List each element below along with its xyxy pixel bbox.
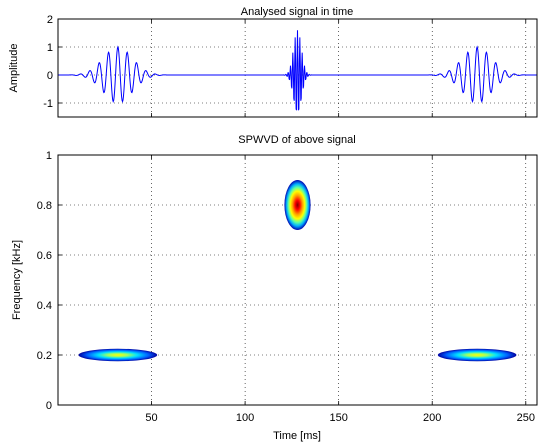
signal-y-axis-label: Amplitude: [8, 44, 20, 93]
spwvd-y-tick-label: 0.2: [37, 350, 52, 362]
signal-y-tick-label: -1: [43, 98, 53, 110]
spwvd-y-tick-label: 0: [46, 400, 52, 412]
spwvd-y-tick-label: 1: [46, 150, 52, 162]
signal-grid: [58, 18, 537, 117]
spwvd-axes-frame: [57, 154, 538, 406]
spwvd-grid: [58, 154, 537, 406]
spwvd-x-tick-label: 150: [329, 412, 347, 424]
signal-title: Analysed signal in time: [241, 6, 354, 18]
spwvd-energy-blob: [78, 348, 158, 362]
spwvd-energy-blob: [284, 180, 311, 230]
spwvd-x-tick-label: 50: [145, 412, 157, 424]
spwvd-y-tick-label: 0.6: [37, 250, 52, 262]
spwvd-x-tick-label: 200: [423, 412, 441, 424]
spwvd-energy-blobs: [78, 180, 517, 362]
spwvd-title: SPWVD of above signal: [238, 134, 355, 146]
spwvd-x-tick-label: 100: [236, 412, 254, 424]
signal-line: [58, 30, 537, 111]
signal-axes: Analysed signal in time 2 1 0 -1 Amplitude: [8, 6, 538, 118]
spwvd-y-axis-label: Frequency [kHz]: [11, 240, 23, 320]
spwvd-y-ticks: 0 0.2 0.4 0.6 0.8 1: [37, 150, 62, 412]
signal-y-tick-label: 2: [47, 14, 53, 26]
signal-y-tick-label: 1: [47, 42, 53, 54]
signal-axes-frame: [57, 18, 538, 118]
spwvd-x-tick-label: 250: [517, 412, 535, 424]
spwvd-axes: SPWVD of above signal 0 0.2 0.4 0.6 0.8 1 50 1…: [11, 134, 538, 442]
signal-y-tick-label: 0: [47, 70, 53, 82]
spwvd-energy-blob: [437, 348, 517, 362]
spwvd-x-axis-label: Time [ms]: [273, 430, 321, 442]
spwvd-y-tick-label: 0.8: [37, 200, 52, 212]
spwvd-y-tick-label: 0.4: [37, 300, 52, 312]
spwvd-x-ticks: 50 100 150 200 250: [145, 155, 535, 424]
